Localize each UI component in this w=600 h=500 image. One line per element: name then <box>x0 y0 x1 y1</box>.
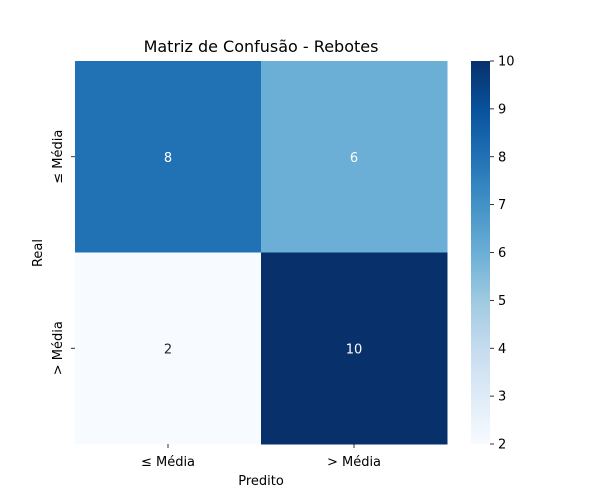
colorbar-tick-label: 2 <box>498 438 506 453</box>
colorbar-tick-label: 9 <box>498 102 506 117</box>
cell-annotation-r0-c1: 6 <box>350 151 358 166</box>
chart-title: Matriz de Confusão - Rebotes <box>144 37 379 56</box>
cell-annotation-r0-c0: 8 <box>164 151 172 166</box>
heatmap-cells <box>75 61 448 445</box>
x-axis: ≤ Média > Média <box>141 444 381 470</box>
colorbar-ticks: 2 3 4 5 6 7 8 9 10 <box>490 55 515 453</box>
y-axis-label: Real <box>31 239 46 267</box>
colorbar-tick-label: 6 <box>498 246 506 261</box>
colorbar-tick-label: 5 <box>498 294 506 309</box>
heatmap-cell-r1-c0 <box>75 252 262 445</box>
y-axis: ≤ Média > Média <box>51 130 75 375</box>
colorbar-tick-label: 3 <box>498 390 506 405</box>
heatmap-cell-r0-c1 <box>261 61 448 253</box>
colorbar-tick-label: 10 <box>498 55 515 70</box>
x-tick-label: > Média <box>327 455 381 470</box>
heatmap-cell-r0-c0 <box>75 61 262 253</box>
y-tick-label: > Média <box>51 321 66 375</box>
x-tick-label: ≤ Média <box>141 455 195 470</box>
heatmap-cell-r1-c1 <box>261 252 448 445</box>
cell-annotation-r1-c0: 2 <box>164 342 172 357</box>
cell-annotations: 8 6 2 10 <box>164 151 362 358</box>
colorbar-tick-label: 7 <box>498 198 506 213</box>
colorbar-tick-label: 4 <box>498 342 506 357</box>
y-tick-label: ≤ Média <box>51 130 66 184</box>
cell-annotation-r1-c1: 10 <box>346 342 363 357</box>
x-axis-label: Predito <box>238 474 284 489</box>
colorbar <box>471 61 490 444</box>
colorbar-tick-label: 8 <box>498 150 506 165</box>
